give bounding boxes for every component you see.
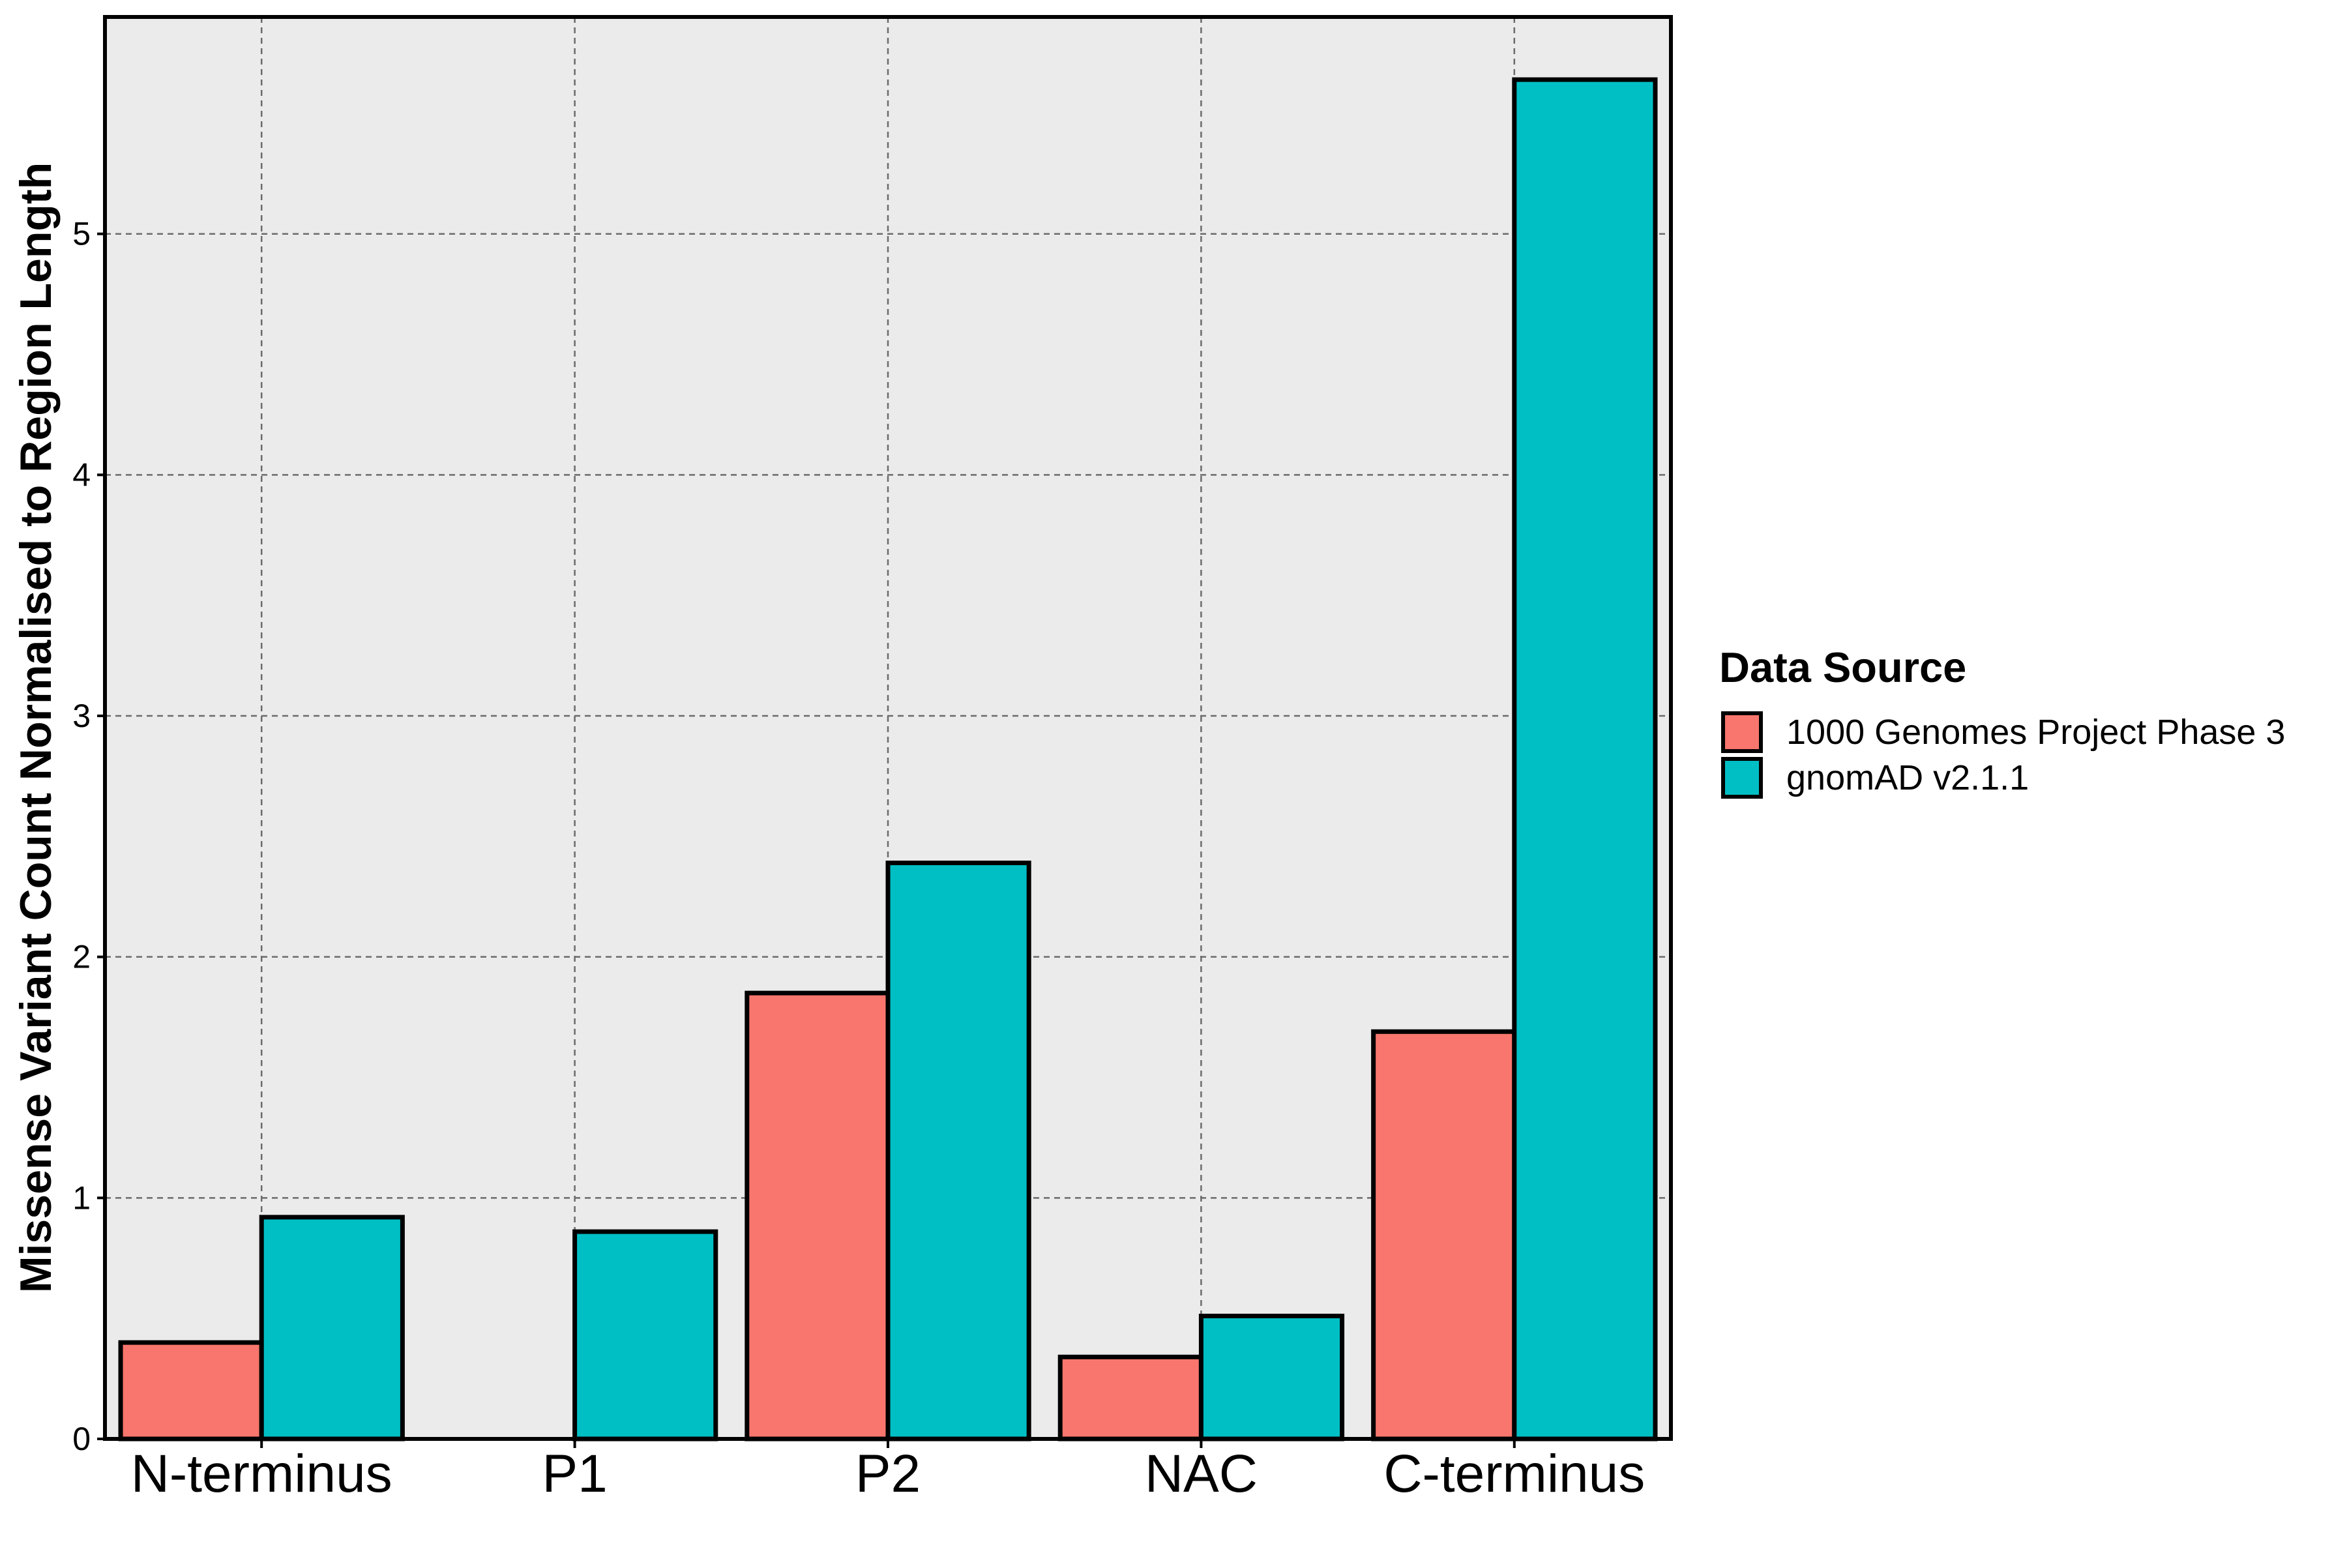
y-tick-label: 0 [72, 1421, 91, 1457]
y-tick-label: 3 [72, 698, 91, 734]
bar [1057, 1354, 1203, 1442]
x-tick-label: C-terminus [1383, 1444, 1645, 1503]
y-tick-label: 5 [72, 216, 91, 252]
legend: Data Source 1000 Genomes Project Phase 3… [1719, 643, 2285, 799]
x-axis: N-terminus P1 P2 NAC C-terminus [131, 1439, 1645, 1503]
legend-title: Data Source [1719, 643, 1966, 691]
legend-swatch [1721, 711, 1763, 753]
bar [1371, 1029, 1517, 1442]
bar [1198, 1313, 1345, 1442]
bar [1512, 77, 1658, 1442]
bar [259, 1215, 405, 1442]
legend-swatch [1721, 757, 1763, 799]
bars [118, 77, 1658, 1442]
x-tick-label: N-terminus [131, 1444, 392, 1503]
y-tick-label: 2 [72, 939, 91, 975]
bar [572, 1229, 718, 1442]
bar [885, 861, 1031, 1442]
y-tick-label: 4 [72, 456, 91, 493]
x-tick-label: P1 [542, 1444, 607, 1503]
y-axis-title: Missense Variant Count Normalised to Reg… [11, 162, 61, 1293]
x-tick-label: NAC [1145, 1444, 1258, 1503]
legend-label: gnomAD v2.1.1 [1786, 758, 2029, 797]
x-tick-label: P2 [855, 1444, 921, 1503]
bar [118, 1340, 264, 1442]
bar [745, 990, 891, 1442]
legend-label: 1000 Genomes Project Phase 3 [1786, 713, 2285, 752]
y-axis: 0 1 2 3 4 5 [72, 216, 105, 1457]
y-tick-label: 1 [72, 1179, 91, 1216]
